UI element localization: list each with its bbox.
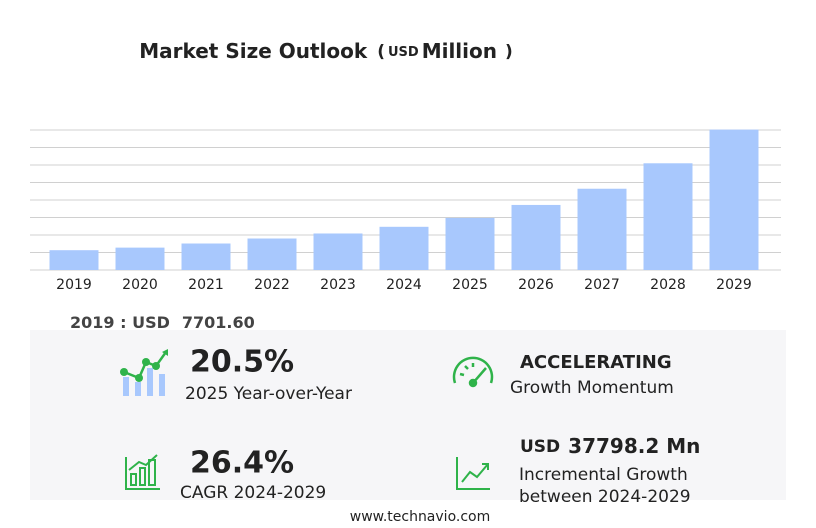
bar: [643, 163, 693, 270]
x-tick-label: 2024: [386, 277, 422, 293]
footer: www.technavio.com: [350, 509, 491, 525]
x-tick-label: 2026: [518, 277, 554, 293]
bar: [709, 129, 759, 270]
bar: [115, 247, 165, 270]
x-tick-label: 2022: [254, 277, 290, 293]
title-unit: Million: [422, 39, 497, 63]
title-text: Market Size Outlook: [139, 39, 368, 63]
incremental-number: 37798.2 Mn: [568, 434, 700, 458]
base-year: 2019 : USD: [70, 313, 170, 332]
x-tick-label: 2019: [56, 277, 92, 293]
x-tick-label: 2028: [650, 277, 686, 293]
title-paren: (: [377, 42, 385, 62]
bar: [49, 250, 99, 270]
bar: [247, 238, 297, 270]
x-tick-label: 2020: [122, 277, 158, 293]
bar: [511, 204, 561, 270]
x-tick-label: 2025: [452, 277, 488, 293]
incremental-currency: USD: [520, 437, 560, 457]
bar: [379, 226, 429, 270]
base-value: 7701.60: [182, 313, 255, 332]
incremental-label: between 2024-2029: [519, 487, 691, 507]
bar: [577, 188, 627, 270]
cagr-icon: [125, 454, 160, 490]
title-currency: USD: [388, 45, 419, 60]
yoy-label: 2025 Year-over-Year: [185, 384, 352, 404]
title-paren: ): [505, 42, 513, 62]
bar: [445, 217, 495, 270]
chart-title: Market Size Outlook (USD Million): [139, 39, 513, 63]
incremental-label: Incremental Growth: [519, 465, 688, 485]
momentum-label: Growth Momentum: [510, 378, 674, 398]
x-tick-label: 2027: [584, 277, 620, 293]
cagr-label: CAGR 2024-2029: [180, 483, 326, 503]
x-tick-label: 2023: [320, 277, 356, 293]
cagr-value: 26.4%: [190, 446, 294, 481]
momentum-value: ACCELERATING: [520, 352, 672, 373]
bar: [181, 243, 231, 270]
x-tick-label: 2021: [188, 277, 224, 293]
yoy-icon: [120, 349, 168, 396]
bar: [313, 233, 363, 270]
base-label: 2019 : USD 7701.60: [70, 313, 255, 332]
momentum-icon: [452, 356, 494, 388]
incremental-value: USD 37798.2 Mn: [520, 434, 700, 458]
yoy-value: 20.5%: [190, 345, 294, 380]
x-tick-label: 2029: [716, 277, 752, 293]
incremental-icon: [456, 457, 490, 490]
